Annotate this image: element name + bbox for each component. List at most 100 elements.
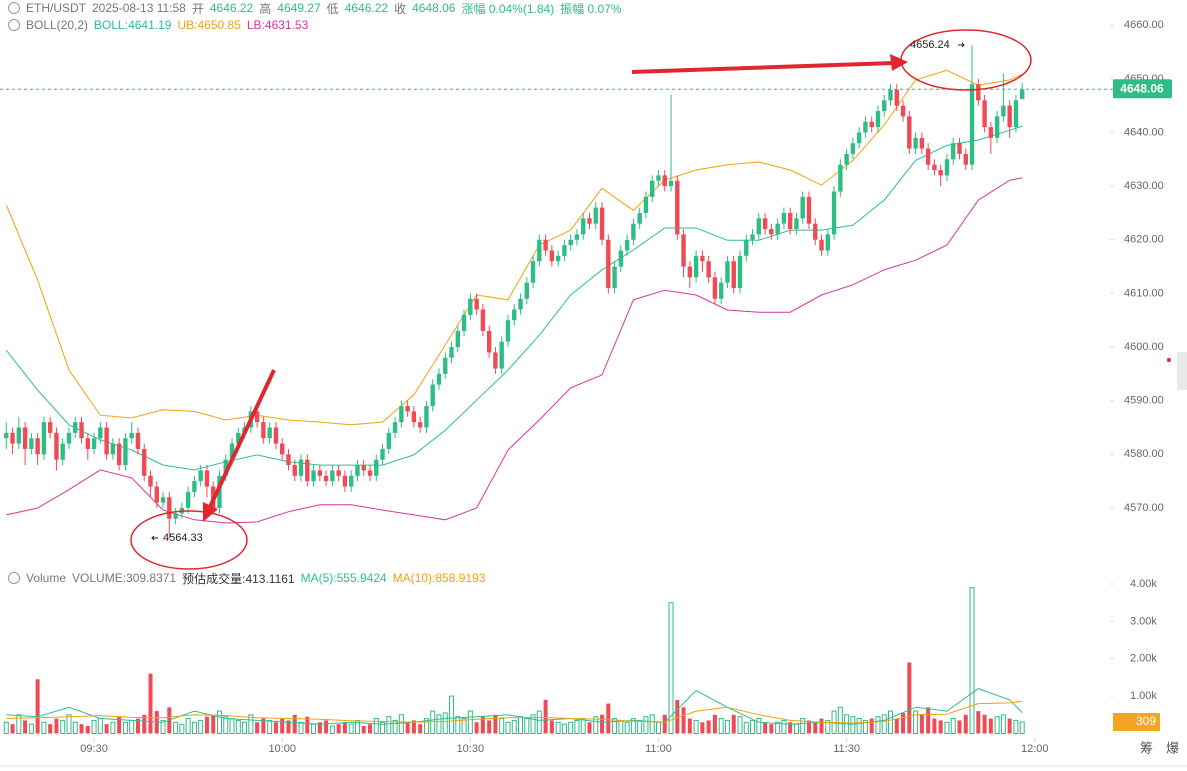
icon[interactable] [8, 2, 20, 14]
volume-bar [354, 719, 360, 735]
candle-body [104, 427, 109, 455]
candle-body [330, 470, 335, 482]
volume-bar [668, 602, 674, 734]
candle-body [367, 470, 373, 476]
candle-body [963, 153, 968, 165]
alert-dot [1167, 358, 1171, 362]
volume-bar [317, 722, 322, 734]
candle-body [662, 175, 667, 187]
candle-body [399, 406, 404, 423]
volume-tag [1113, 713, 1160, 731]
volume-bar [398, 714, 404, 734]
volume-bar [348, 723, 354, 734]
footer-icon[interactable]: 爆 [1166, 740, 1179, 755]
volume-bar [756, 718, 762, 734]
candle-body [486, 330, 492, 353]
candle-body [236, 432, 241, 444]
candle-body [512, 309, 517, 321]
candle-body [856, 132, 862, 144]
candle-body [323, 475, 329, 482]
candle-body [4, 432, 9, 439]
side-tab[interactable] [1177, 352, 1187, 390]
volume-bar [185, 718, 191, 734]
volume-bar [763, 722, 768, 734]
x-tick-label: 11:30 [833, 743, 860, 755]
volume-bar [85, 726, 90, 734]
candle-body [844, 153, 849, 165]
footer-icon[interactable]: 筹 [1140, 740, 1153, 755]
volume-bar [216, 710, 222, 735]
candle-body [787, 212, 793, 230]
candle-body [907, 116, 912, 149]
candle-body [73, 422, 78, 433]
volume-bar [944, 721, 950, 734]
candle-body [123, 438, 128, 466]
volume-header: Volume VOLUME:309.8371 预估成交量:413.1161 MA… [8, 570, 485, 586]
volume-bar [693, 719, 699, 735]
volume-bar [91, 719, 97, 735]
candle-body [875, 111, 881, 128]
volume-bar [142, 714, 147, 734]
volume-bar [901, 712, 906, 734]
volume-bar [913, 710, 919, 735]
volume-bar [737, 716, 743, 735]
volume-bar [957, 720, 962, 734]
candle-body [298, 459, 304, 476]
label: VOLUME: [72, 571, 127, 585]
volume-bar [418, 724, 423, 734]
volume-bar [191, 721, 197, 734]
candle-body [392, 422, 398, 433]
volume-bar [982, 714, 987, 734]
y-tick-label: 4630.00 [1124, 180, 1164, 192]
candle-body [1013, 100, 1019, 128]
candle-body [574, 234, 580, 240]
volume-bar [66, 714, 72, 734]
candle-body [148, 475, 153, 487]
candle-body [951, 143, 956, 160]
candle-body [718, 282, 724, 299]
volume-bar [712, 714, 717, 734]
candle-body [825, 234, 830, 251]
volume-bar [724, 719, 730, 735]
candle-body [869, 121, 874, 128]
icon[interactable] [8, 572, 20, 584]
candle-body [286, 454, 291, 466]
candle-body [198, 470, 203, 482]
candle-body [562, 245, 567, 256]
value: 4646.22 [344, 1, 389, 15]
candle-body [706, 261, 711, 278]
low-annotation: 4564.33 [163, 532, 203, 544]
candle-body [311, 470, 316, 482]
candle-body [744, 239, 749, 256]
volume-bar [129, 719, 135, 735]
volume-bar [261, 718, 266, 734]
x-tick-label: 12:00 [1021, 743, 1049, 755]
volume-bar [543, 699, 548, 734]
volume-bar [606, 703, 611, 734]
price-header: ETH/USDT 2025-08-13 11:58 开 4646.22 高 4649… [8, 0, 622, 16]
icon[interactable] [8, 19, 20, 31]
candle-body [606, 239, 611, 289]
volume-bar [706, 720, 711, 734]
candle-body [374, 459, 379, 476]
volume-bar [97, 718, 103, 734]
candle-body [443, 357, 448, 374]
volume-bar [467, 710, 473, 735]
volume-bar [856, 718, 862, 734]
candle-body [687, 266, 693, 278]
value: 4646.22 [209, 1, 254, 15]
volume-bar [342, 722, 347, 734]
volume-bar [825, 719, 831, 735]
candle-body [430, 384, 435, 407]
volume-bar [499, 718, 505, 734]
candle-body [624, 239, 630, 251]
volume-bar [173, 721, 179, 734]
volume-title: Volume [26, 571, 67, 585]
y-tick-label: 4570.00 [1124, 502, 1164, 514]
volume-bar [505, 721, 511, 734]
candle-body [60, 443, 65, 460]
volume-bar [493, 714, 498, 734]
volume-bar [630, 718, 636, 734]
label: 低 [326, 1, 339, 16]
